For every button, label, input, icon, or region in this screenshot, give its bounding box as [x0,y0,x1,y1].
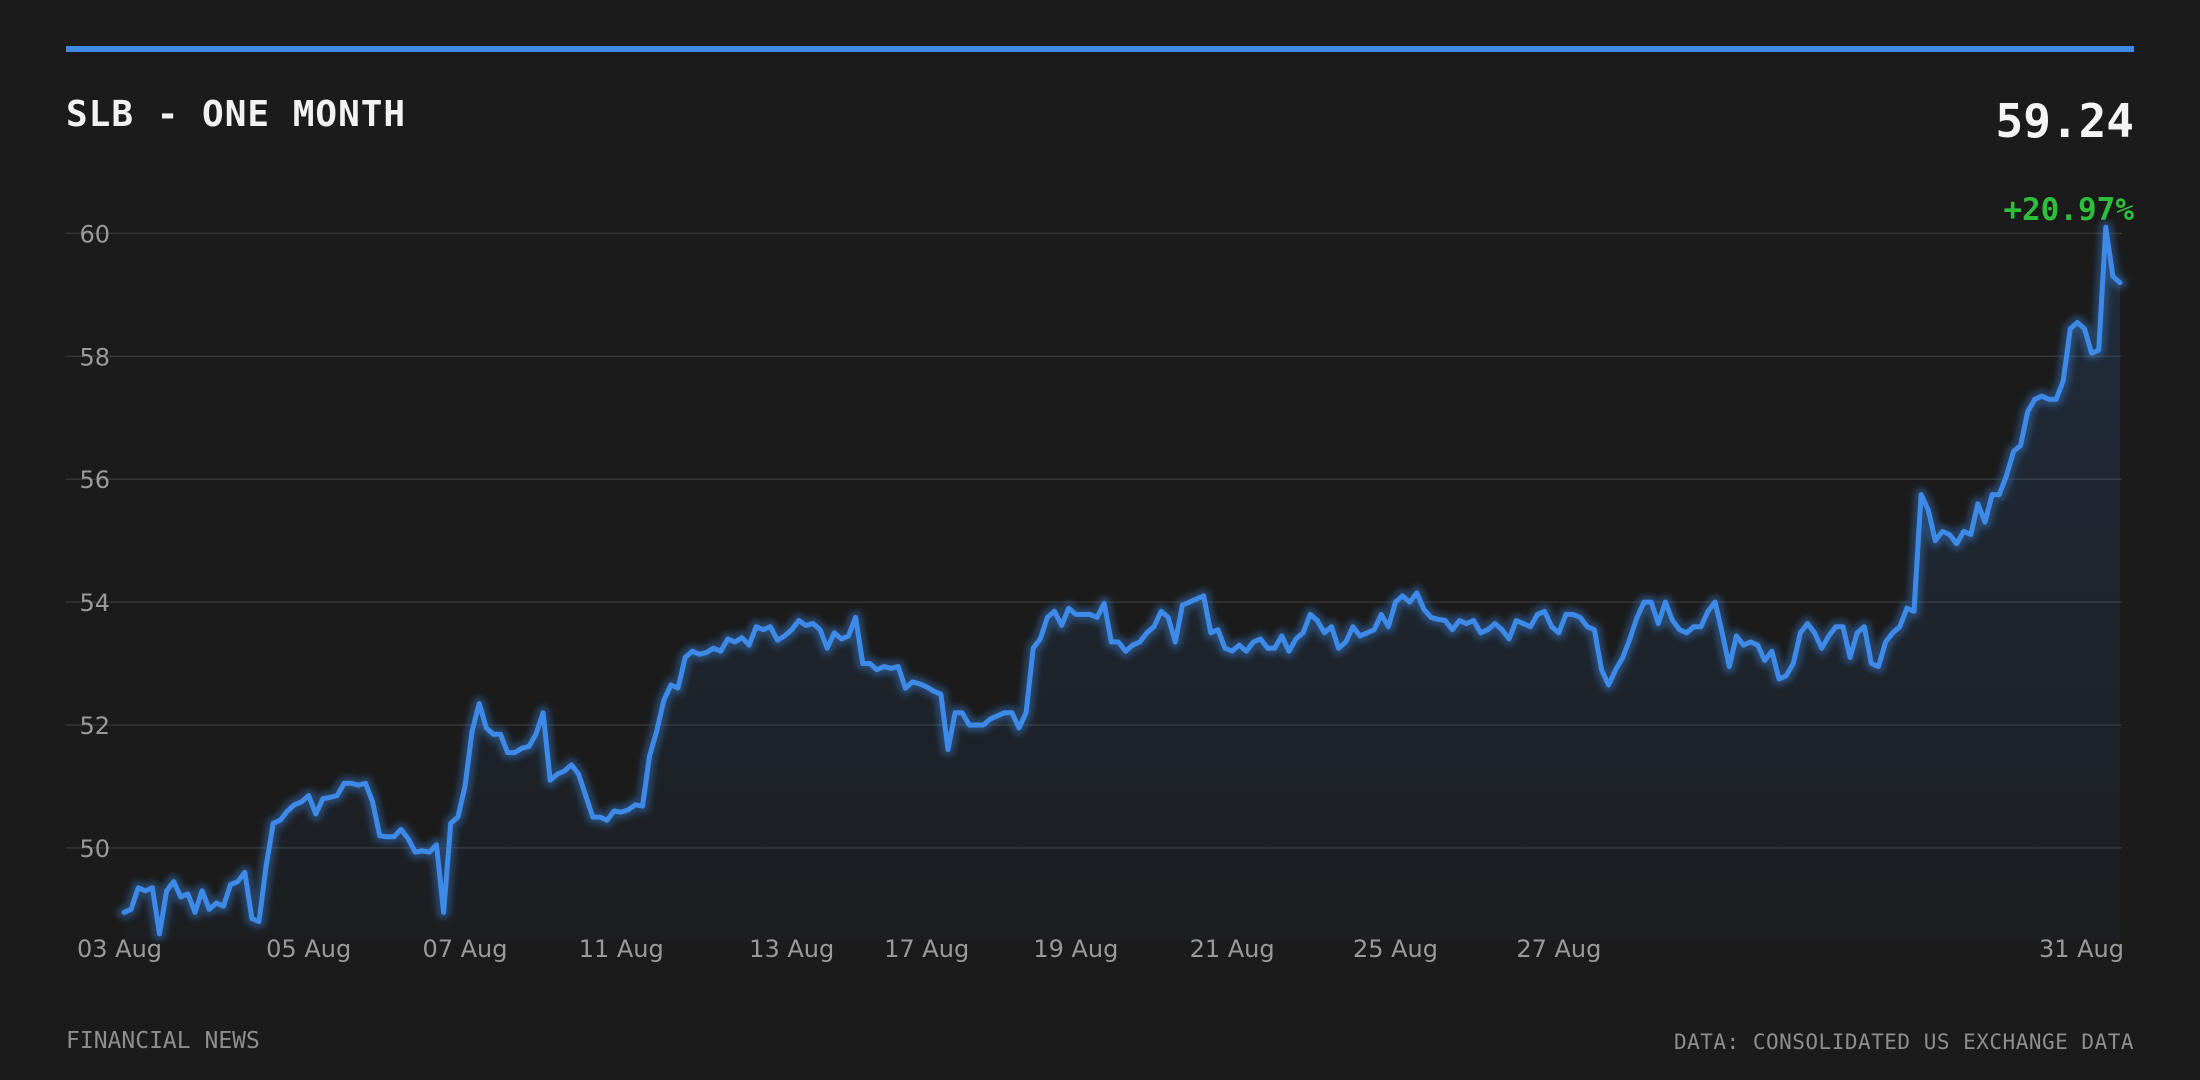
y-tick-label: 56 [79,466,110,494]
footer-source-left: FINANCIAL NEWS [66,1028,260,1054]
y-axis-ticks: 50 52 54 56 58 60 [79,220,110,862]
price-area [124,227,2120,941]
y-tick-label: 58 [79,343,110,371]
y-tick-label: 54 [79,589,110,617]
y-tick-label: 50 [79,835,110,863]
footer-source-right: DATA: CONSOLIDATED US EXCHANGE DATA [1673,1030,2134,1054]
header-accent-rule [66,46,2134,52]
y-tick-label: 60 [79,220,110,248]
chart-title: SLB - ONE MONTH [66,94,407,135]
current-price: 59.24 [1995,94,2134,148]
y-tick-label: 52 [79,712,110,740]
price-line [121,224,2123,937]
percent-change: +20.97% [2003,192,2134,228]
